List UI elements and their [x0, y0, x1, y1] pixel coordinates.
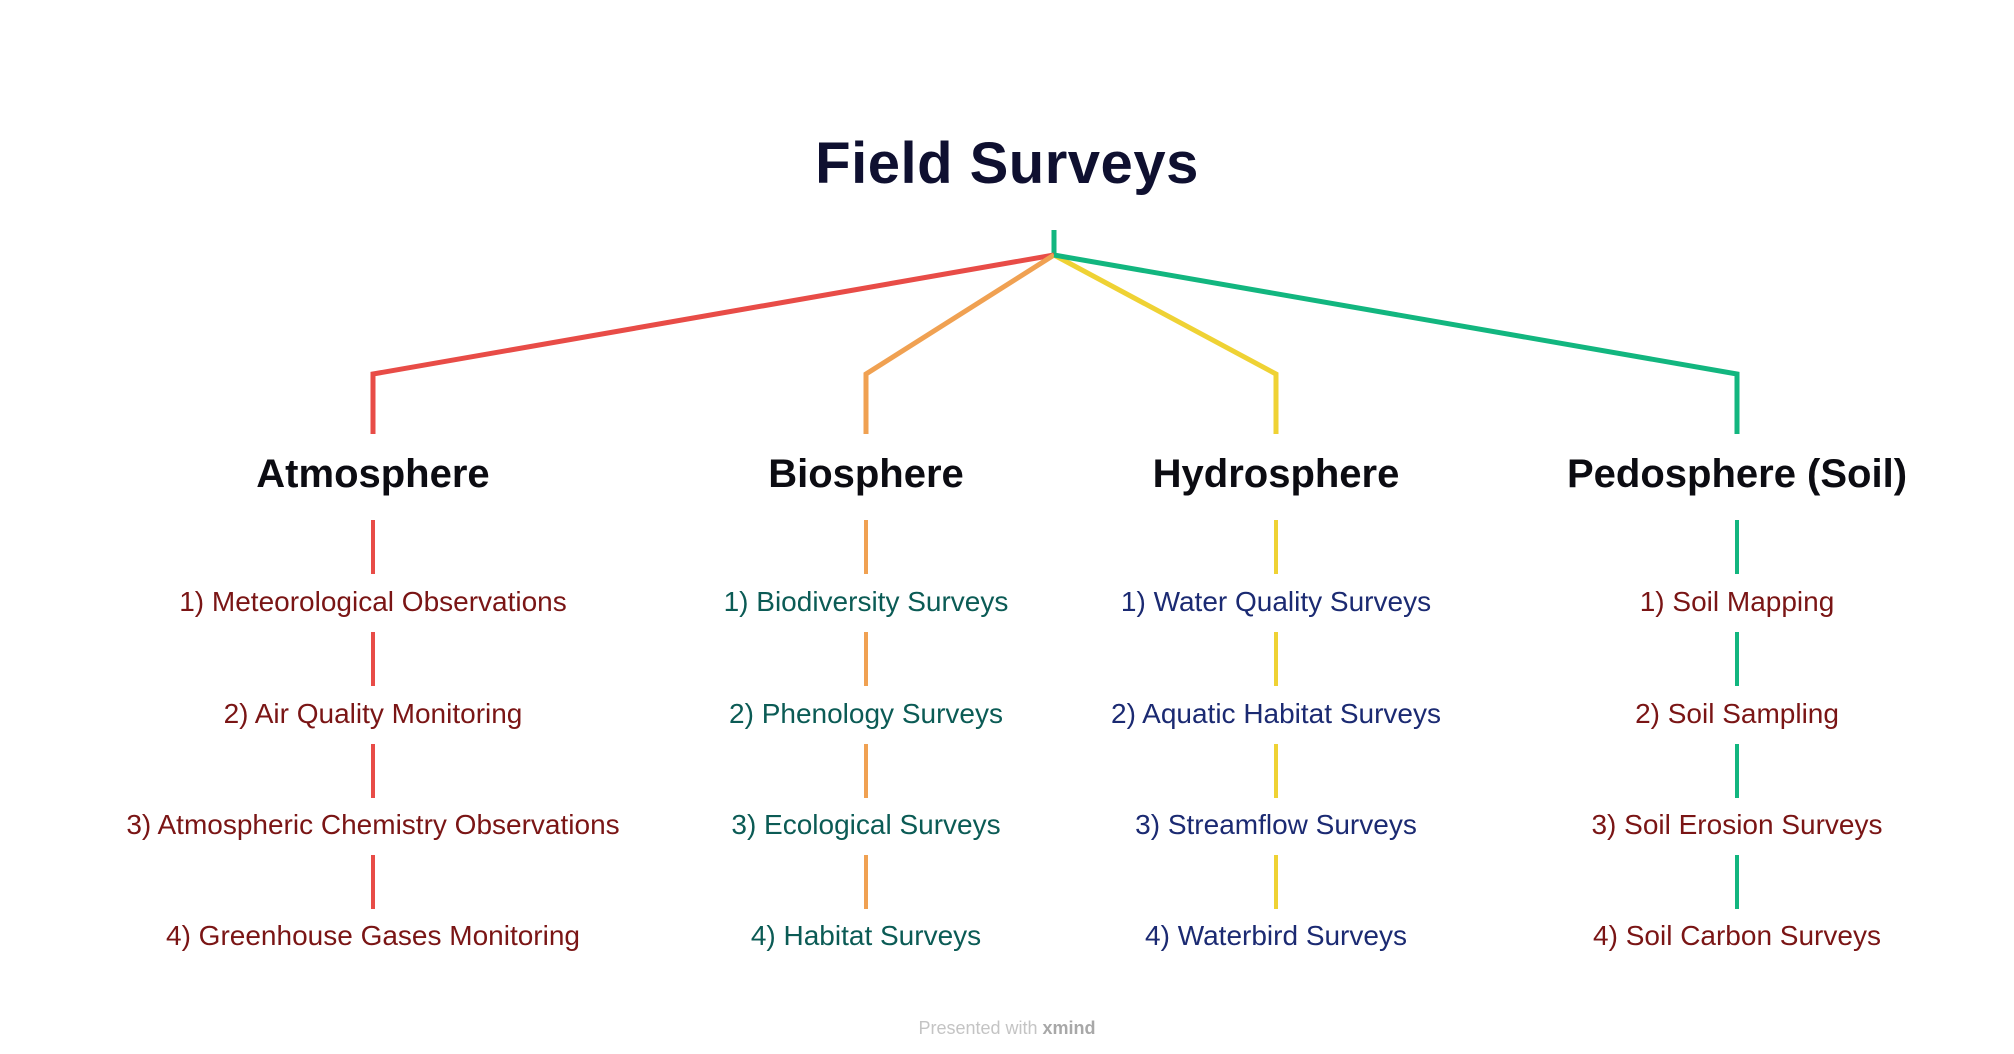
atmosphere-item-4[interactable]: 4) Greenhouse Gases Monitoring: [166, 920, 580, 951]
biosphere-item-2[interactable]: 2) Phenology Surveys: [729, 698, 1003, 729]
branch-title-pedosphere[interactable]: Pedosphere (Soil): [1566, 452, 1908, 496]
branch-connector-biosphere: [863, 252, 1056, 434]
footer-prefix: Presented with: [918, 1018, 1043, 1038]
atmosphere-item-1[interactable]: 1) Meteorological Observations: [179, 586, 567, 617]
hydrosphere-item-4[interactable]: 4) Waterbird Surveys: [1145, 920, 1407, 951]
branch-connector-atmosphere: [370, 252, 1055, 434]
branch-connector-hydrosphere: [1052, 252, 1279, 434]
pedosphere-item-2[interactable]: 2) Soil Sampling: [1635, 698, 1839, 729]
pedosphere-item-4[interactable]: 4) Soil Carbon Surveys: [1593, 920, 1881, 951]
atmosphere-item-3[interactable]: 3) Atmospheric Chemistry Observations: [126, 809, 620, 840]
pedosphere-item-3[interactable]: 3) Soil Erosion Surveys: [1591, 809, 1883, 840]
branch-title-hydrosphere[interactable]: Hydrosphere: [1152, 452, 1400, 496]
hydrosphere-item-2[interactable]: 2) Aquatic Habitat Surveys: [1111, 698, 1441, 729]
pedosphere-item-1[interactable]: 1) Soil Mapping: [1639, 586, 1835, 617]
branch-title-biosphere[interactable]: Biosphere: [768, 452, 964, 496]
branch-title-atmosphere[interactable]: Atmosphere: [256, 452, 490, 496]
atmosphere-item-2[interactable]: 2) Air Quality Monitoring: [223, 698, 523, 729]
root-topic-title[interactable]: Field Surveys: [815, 131, 1199, 196]
hydrosphere-item-3[interactable]: 3) Streamflow Surveys: [1135, 809, 1417, 840]
hydrosphere-item-1[interactable]: 1) Water Quality Surveys: [1120, 586, 1432, 617]
biosphere-item-4[interactable]: 4) Habitat Surveys: [750, 920, 982, 951]
biosphere-item-3[interactable]: 3) Ecological Surveys: [731, 809, 1001, 840]
footer-brand-logo: xmind: [1042, 1018, 1096, 1038]
footer-credit: Presented with xmind: [0, 1018, 2014, 1039]
branch-connector-pedosphere: [1053, 252, 1740, 434]
biosphere-item-1[interactable]: 1) Biodiversity Surveys: [723, 586, 1009, 617]
